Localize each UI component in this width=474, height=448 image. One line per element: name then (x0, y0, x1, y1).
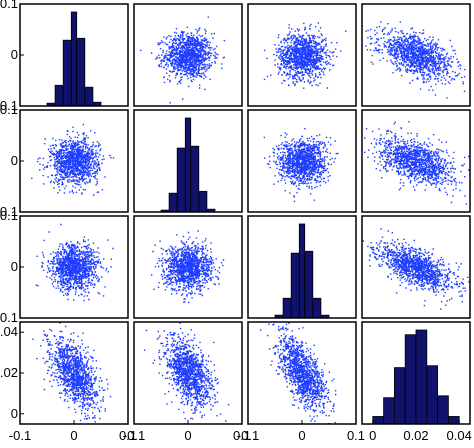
scatter-points (362, 121, 470, 205)
x-tick-label: -0.1 (123, 428, 145, 443)
y-tick-label: 0 (11, 153, 18, 168)
x-tick-label: 0.1 (119, 428, 137, 443)
panel-r1-c2 (263, 128, 339, 203)
panel-r3-c0 (32, 322, 112, 423)
panel-frame (247, 109, 357, 213)
x-tick-label: 0.1 (347, 428, 365, 443)
histogram-bar (437, 395, 449, 424)
panel-r0-c1 (140, 16, 226, 104)
scatter-points (263, 22, 347, 89)
histogram-bar (62, 39, 72, 106)
y-tick-label: 0 (11, 47, 18, 62)
histogram-bar (298, 223, 306, 318)
panel-r3-c2 (259, 322, 337, 424)
panel-r3-c3 (372, 329, 460, 424)
panel-r2-c3 (362, 228, 470, 310)
panel-frame (361, 109, 471, 213)
scatter-points (362, 228, 470, 310)
x-tick-label: 0.02 (403, 428, 428, 443)
panel-frame (361, 3, 471, 107)
x-tick-label: 0 (70, 428, 77, 443)
panel-r0-c3 (362, 20, 466, 99)
x-tick-label: -0.1 (9, 428, 31, 443)
x-tick-label: 0 (184, 428, 191, 443)
histogram-bar (168, 192, 178, 212)
x-tick-label: 0 (298, 428, 305, 443)
y-tick-label: 0.1 (0, 208, 18, 223)
scatter-points (263, 128, 339, 203)
scatter-points (259, 322, 337, 424)
panel-r1-c3 (362, 121, 470, 205)
panel-frame (133, 109, 243, 213)
scatter-points (150, 230, 225, 304)
y-tick-label: -0.1 (0, 204, 18, 219)
histogram-bar (383, 397, 395, 424)
scatter-points (35, 223, 114, 302)
histogram-bar (312, 297, 322, 318)
x-tick-label: 0.04 (447, 428, 472, 443)
y-tick-label: -0.1 (0, 98, 18, 113)
panel-frame (247, 215, 357, 319)
y-tick-label: 0.02 (0, 365, 18, 380)
panel-frame (247, 3, 357, 107)
histogram-bar (372, 416, 384, 424)
histogram-bar (426, 365, 438, 424)
panel-frame (133, 3, 243, 107)
panel-r3-c1 (143, 322, 230, 424)
scatter-points (143, 322, 230, 424)
histogram-bar (404, 334, 417, 424)
histogram-bar (54, 84, 64, 106)
y-tick-label: 0 (11, 406, 18, 421)
y-tick-label: 0 (11, 259, 18, 274)
histogram-bar (176, 147, 186, 212)
histogram-bar (393, 367, 406, 424)
panel-r1-c1 (160, 117, 216, 212)
y-tick-label: -0.1 (0, 310, 18, 325)
panel-r1-c0 (31, 123, 115, 196)
panel-r2-c2 (274, 223, 330, 318)
panel-frame (361, 215, 471, 319)
histogram-bar (76, 37, 86, 106)
histogram-bar (290, 252, 300, 318)
histogram-bar (84, 86, 94, 106)
panel-r2-c1 (150, 230, 225, 304)
scatter-points (32, 322, 112, 423)
scatter-points (362, 20, 466, 99)
scatter-points (140, 16, 226, 104)
histogram-bar (304, 250, 314, 318)
histogram-bar (70, 11, 78, 106)
panel-r2-c0 (35, 223, 114, 302)
scatter-points (31, 123, 115, 196)
x-tick-label: 0.1 (233, 428, 251, 443)
histogram-bar (447, 416, 460, 424)
histogram-bar (184, 117, 192, 212)
histogram-bar (282, 297, 292, 318)
y-tick-label: 0.04 (0, 324, 18, 339)
histogram-bar (198, 190, 208, 212)
panel-r0-c2 (263, 22, 347, 89)
panel-frame (133, 215, 243, 319)
x-tick-label: 0 (369, 428, 376, 443)
x-tick-label: -0.1 (237, 428, 259, 443)
panel-r0-c0 (46, 11, 102, 106)
y-tick-label: 0.1 (0, 102, 18, 117)
histogram-bar (190, 145, 200, 212)
y-tick-label: 0.1 (0, 0, 18, 11)
histogram-bar (415, 329, 428, 424)
